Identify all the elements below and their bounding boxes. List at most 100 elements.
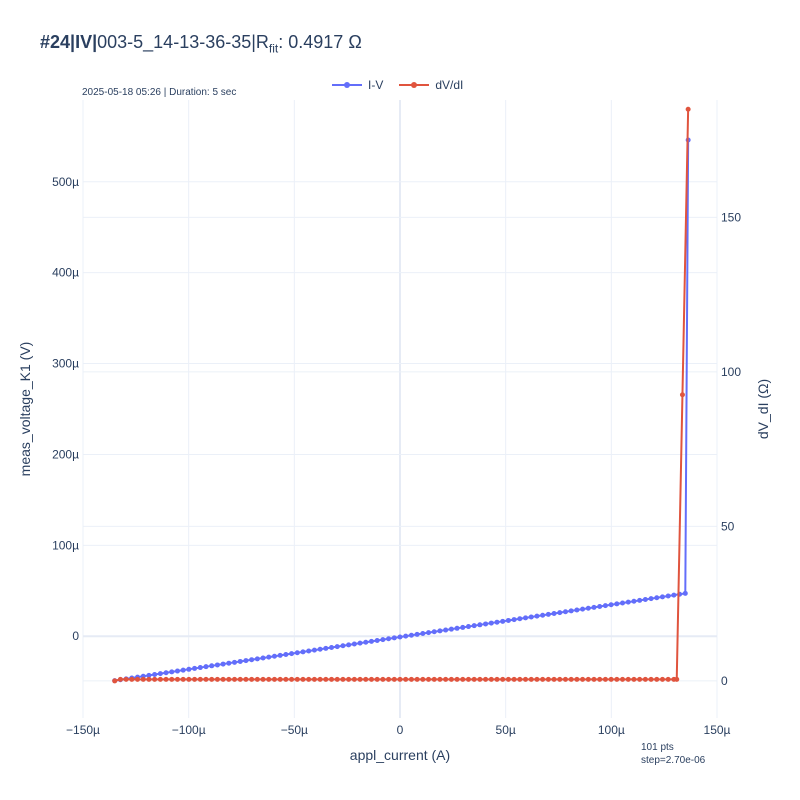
data-point-iv <box>346 642 352 648</box>
data-point-dvdi <box>494 676 500 682</box>
data-point-iv <box>671 592 677 598</box>
data-point-iv <box>477 622 483 628</box>
legend-swatch-iv <box>332 79 362 91</box>
data-point-dvdi <box>186 676 192 682</box>
series-line-dvdi <box>114 109 690 682</box>
data-point-dvdi <box>471 676 477 682</box>
data-point-iv <box>637 597 643 603</box>
data-point-dvdi <box>140 676 146 682</box>
data-point-iv <box>568 608 574 614</box>
data-point-iv <box>180 667 186 673</box>
legend-swatch-dvdi <box>399 79 430 91</box>
data-point-iv <box>557 610 563 616</box>
data-point-iv <box>517 616 523 622</box>
data-point-dvdi <box>180 676 186 682</box>
data-point-iv <box>665 593 671 599</box>
legend-item-dvdi[interactable]: dV/dI <box>399 78 463 92</box>
data-point-dvdi <box>654 676 660 682</box>
data-point-iv <box>625 599 631 605</box>
x-tick-label: −100µ <box>172 723 206 737</box>
data-point-iv <box>289 651 295 657</box>
data-point-dvdi <box>674 676 680 682</box>
x-tick-label: 0 <box>397 723 404 737</box>
data-point-dvdi <box>551 676 557 682</box>
series-line-iv <box>114 139 690 682</box>
data-point-iv <box>226 660 232 666</box>
data-point-iv <box>329 644 335 650</box>
data-point-iv <box>323 645 329 651</box>
data-point-dvdi <box>585 676 591 682</box>
data-point-dvdi <box>289 676 295 682</box>
data-point-iv <box>357 640 363 646</box>
data-point-dvdi <box>414 676 420 682</box>
data-point-iv <box>163 670 169 676</box>
data-point-dvdi <box>608 676 614 682</box>
data-point-dvdi <box>408 676 414 682</box>
data-point-iv <box>317 646 323 652</box>
data-point-dvdi <box>203 676 209 682</box>
title-suffix: : 0.4917 Ω <box>278 32 362 52</box>
data-point-iv <box>414 631 420 637</box>
y2-tick-label: 100 <box>721 365 741 379</box>
data-point-iv <box>380 637 386 643</box>
data-point-dvdi <box>368 676 374 682</box>
legend-label-dvdi: dV/dI <box>435 78 464 92</box>
data-point-dvdi <box>152 676 158 682</box>
y2-tick-label: 150 <box>721 210 741 224</box>
data-point-dvdi <box>523 676 529 682</box>
data-point-iv <box>642 597 648 603</box>
footnote-step: step=2.70e-06 <box>641 755 706 766</box>
y-tick-label: 500µ <box>52 175 79 189</box>
data-point-iv <box>631 598 637 604</box>
data-point-iv <box>232 659 238 665</box>
data-point-iv <box>334 644 340 650</box>
data-point-dvdi <box>277 676 283 682</box>
data-point-iv <box>374 638 380 644</box>
data-point-dvdi <box>306 676 312 682</box>
data-point-dvdi <box>591 676 597 682</box>
data-point-iv <box>254 656 260 662</box>
data-point-iv <box>408 632 414 638</box>
data-point-iv <box>340 643 346 649</box>
x-tick-label: 50µ <box>496 723 516 737</box>
data-point-iv <box>277 652 283 658</box>
data-point-dvdi <box>483 676 489 682</box>
y-tick-label: 200µ <box>52 447 79 461</box>
data-point-iv <box>397 634 403 640</box>
data-point-dvdi <box>659 676 665 682</box>
data-point-dvdi <box>580 676 586 682</box>
data-point-iv <box>209 663 215 669</box>
data-point-dvdi <box>454 676 460 682</box>
data-point-dvdi <box>620 676 626 682</box>
footnote-points: 101 pts <box>641 742 674 753</box>
data-point-iv <box>488 620 494 626</box>
y-axis-title: meas_voltage_K1 (V) <box>17 342 33 477</box>
data-point-iv <box>283 651 289 657</box>
data-point-iv <box>483 621 489 627</box>
data-point-iv <box>146 672 152 678</box>
data-point-dvdi <box>534 676 540 682</box>
data-point-dvdi <box>363 676 369 682</box>
data-point-iv <box>648 596 654 602</box>
data-point-iv <box>243 658 249 664</box>
data-point-dvdi <box>426 676 432 682</box>
data-point-dvdi <box>648 676 654 682</box>
data-point-iv <box>306 648 312 654</box>
data-point-dvdi <box>249 676 255 682</box>
title-prefix: #24|IV| <box>40 32 98 52</box>
y-tick-label: 0 <box>72 629 79 643</box>
data-point-iv <box>260 655 266 661</box>
data-point-dvdi <box>477 676 483 682</box>
data-point-dvdi <box>420 676 426 682</box>
legend-item-iv[interactable]: I-V <box>332 78 383 92</box>
data-point-dvdi <box>511 676 517 682</box>
data-point-iv <box>454 625 460 631</box>
data-point-iv <box>562 609 568 615</box>
y2-tick-label: 0 <box>721 674 728 688</box>
data-point-dvdi <box>431 676 437 682</box>
data-point-iv <box>528 614 534 620</box>
data-point-dvdi <box>174 676 180 682</box>
y-tick-label: 300µ <box>52 357 79 371</box>
data-point-dvdi <box>243 676 249 682</box>
